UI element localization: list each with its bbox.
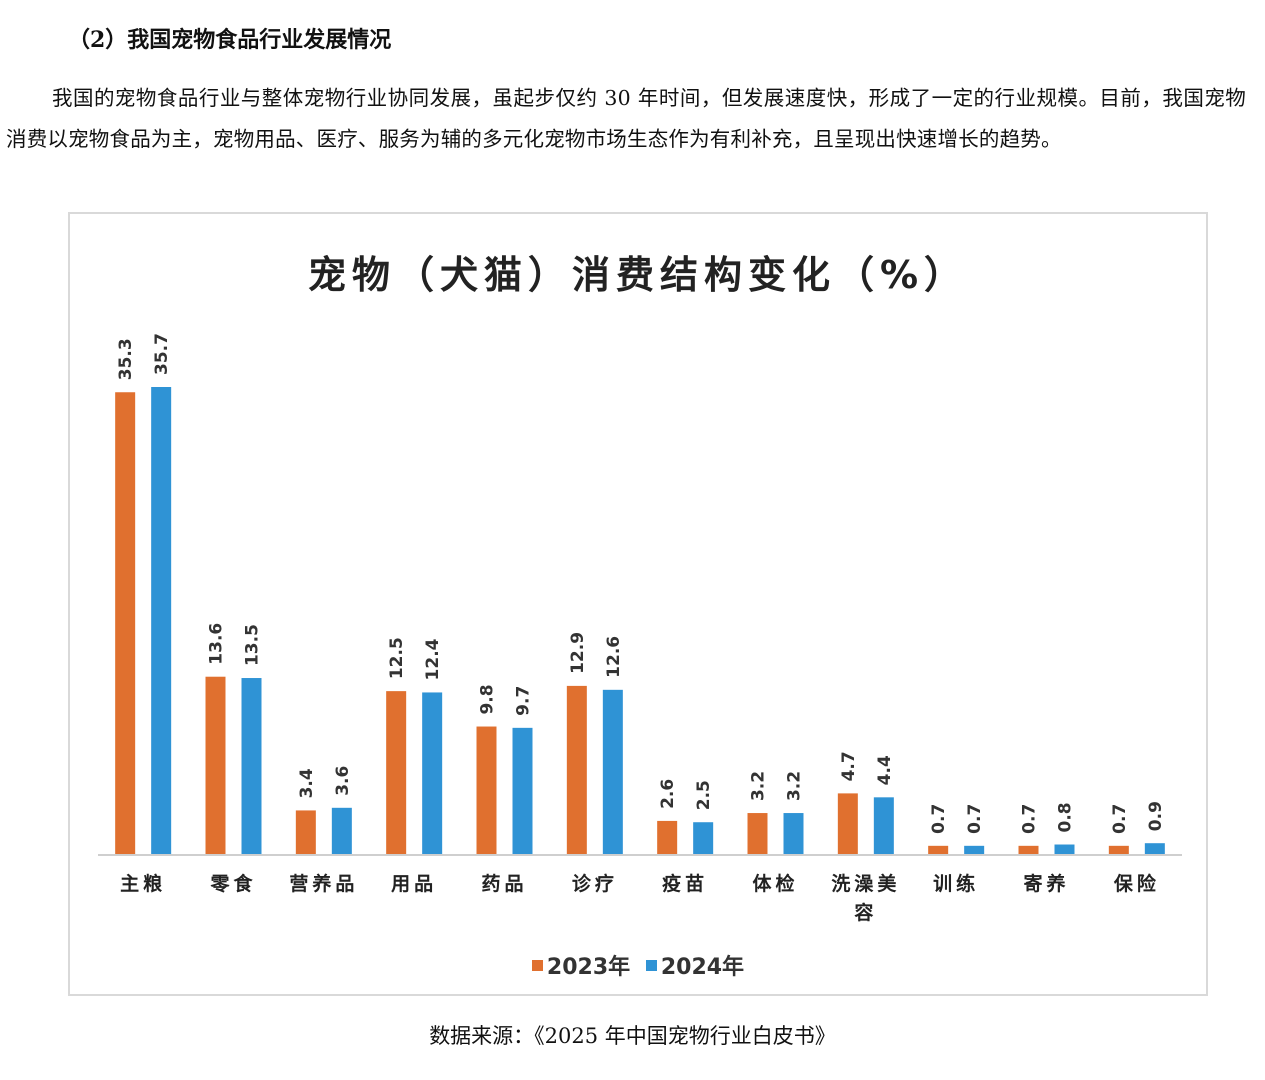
data-label-2023-10: 0.7 xyxy=(929,804,949,834)
data-label-2024-5: 9.7 xyxy=(514,686,534,716)
bar-2024-4 xyxy=(422,692,443,855)
bar-2023-2 xyxy=(205,676,226,855)
bar-2023-6 xyxy=(566,685,587,855)
bar-2024-11 xyxy=(1054,844,1075,855)
category-label-6: 诊疗 xyxy=(572,872,618,895)
bar-2024-3 xyxy=(331,807,352,855)
bar-2023-10 xyxy=(928,845,949,855)
data-label-2024-10: 0.7 xyxy=(965,804,985,834)
data-label-2024-11: 0.8 xyxy=(1056,802,1076,832)
category-label-3: 营养品 xyxy=(289,872,358,895)
legend-item-2023: 2023年 xyxy=(531,949,631,981)
bar-2023-4 xyxy=(386,691,407,855)
data-label-2023-7: 2.6 xyxy=(658,779,678,809)
data-label-2023-1: 35.3 xyxy=(116,338,136,380)
legend-swatch-2024 xyxy=(645,959,657,971)
data-label-2024-2: 13.5 xyxy=(243,624,263,666)
category-label-5: 药品 xyxy=(481,872,527,895)
data-label-2024-8: 3.2 xyxy=(785,771,805,801)
data-label-2024-6: 12.6 xyxy=(604,636,624,678)
data-label-2023-12: 0.7 xyxy=(1110,804,1130,834)
data-source-caption: 数据来源：《2025 年中国宠物行业白皮书》 xyxy=(429,1024,836,1048)
bar-2024-1 xyxy=(151,387,172,855)
bar-2024-9 xyxy=(873,797,894,855)
chart-container: 宠物（犬猫）消费结构变化（%） 35.3 35.7 主粮 13.6 13.5 零食 3.4 3… xyxy=(68,212,1208,996)
legend-label-2024: 2024年 xyxy=(660,955,745,980)
category-label-11: 寄养 xyxy=(1023,872,1069,895)
data-label-2024-1: 35.7 xyxy=(152,333,172,375)
bar-2023-12 xyxy=(1108,845,1129,855)
bar-2024-12 xyxy=(1144,843,1165,855)
intro-paragraph: 我国的宠物食品行业与整体宠物行业协同发展，虽起步仅约 30 年时间，但发展速度快… xyxy=(6,86,1246,151)
data-label-2023-9: 4.7 xyxy=(839,751,859,781)
bar-2023-9 xyxy=(837,793,858,855)
bar-2024-8 xyxy=(783,813,804,855)
legend-item-2024: 2024年 xyxy=(645,949,745,981)
category-label-9: 洗澡美容 xyxy=(831,872,900,924)
bar-2023-11 xyxy=(1018,845,1039,855)
bar-2024-2 xyxy=(241,678,262,855)
data-label-2024-12: 0.9 xyxy=(1146,801,1166,831)
legend-label-2023: 2023年 xyxy=(546,955,631,980)
category-label-2: 零食 xyxy=(209,872,256,895)
chart-title: 宠物（犬猫）消费结构变化（%） xyxy=(307,253,969,297)
data-label-2024-3: 3.6 xyxy=(333,766,353,796)
bar-2023-8 xyxy=(747,813,768,855)
category-label-10: 训练 xyxy=(933,872,979,895)
bar-2023-5 xyxy=(476,726,497,855)
bar-2023-7 xyxy=(657,820,678,855)
section-heading: （2）我国宠物食品行业发展情况 xyxy=(68,27,392,53)
category-label-12: 保险 xyxy=(1113,872,1160,895)
bar-2024-6 xyxy=(602,689,623,855)
category-label-8: 体检 xyxy=(752,872,798,895)
data-label-2023-11: 0.7 xyxy=(1020,804,1040,834)
category-label-1: 主粮 xyxy=(120,872,166,895)
legend-swatch-2023 xyxy=(531,959,543,971)
bar-chart: 35.3 35.7 主粮 13.6 13.5 零食 3.4 3.6 营养品 12.5 12.4 用品 9… xyxy=(98,333,1182,924)
bar-2023-1 xyxy=(115,392,136,855)
data-label-2024-4: 12.4 xyxy=(423,638,443,680)
bar-2024-10 xyxy=(964,845,985,855)
data-label-2023-6: 12.9 xyxy=(568,632,588,674)
bar-2023-3 xyxy=(295,810,316,855)
chart-legend: 2023年 2024年 xyxy=(70,949,1206,981)
data-label-2023-4: 12.5 xyxy=(387,637,407,679)
category-label-7: 疫苗 xyxy=(662,872,708,895)
bar-2024-5 xyxy=(512,727,533,855)
data-label-2024-9: 4.4 xyxy=(875,755,895,785)
data-label-2023-3: 3.4 xyxy=(297,768,317,798)
data-label-2023-2: 13.6 xyxy=(207,623,227,665)
category-label-4: 用品 xyxy=(391,873,437,895)
data-label-2024-7: 2.5 xyxy=(694,780,714,810)
bar-2024-7 xyxy=(693,822,714,855)
data-label-2023-5: 9.8 xyxy=(478,684,498,714)
data-label-2023-8: 3.2 xyxy=(749,771,769,801)
